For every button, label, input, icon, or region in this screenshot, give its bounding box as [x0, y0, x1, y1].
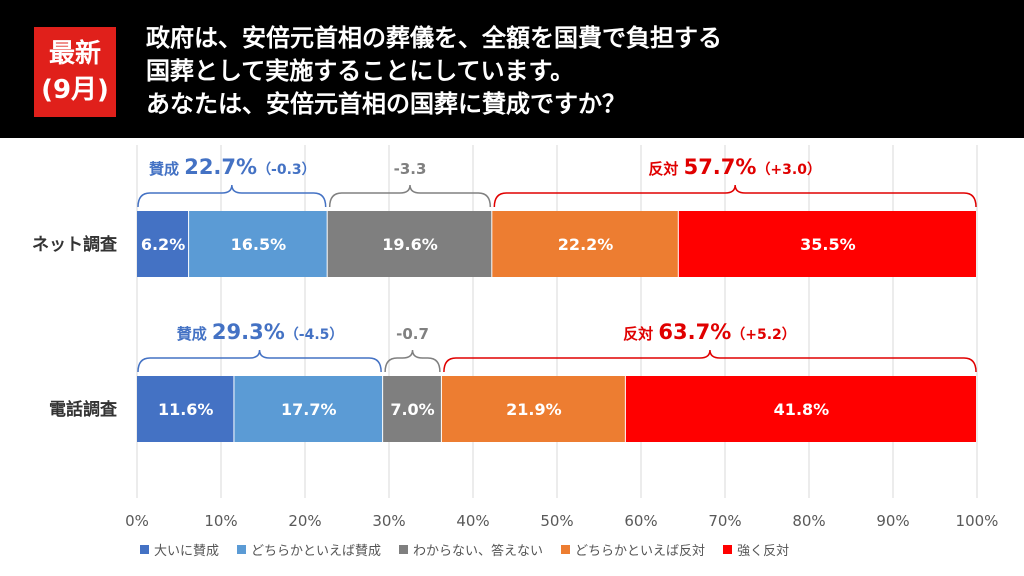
bar-segment — [327, 211, 492, 277]
data-label: 41.8% — [774, 400, 830, 419]
support-annotation-part: （-4.5） — [285, 327, 344, 343]
x-tick-label: 80% — [792, 512, 825, 530]
bar-segment — [189, 211, 327, 277]
oppose-annotation-part: （+5.2） — [731, 327, 796, 343]
oppose-annotation-part: （+3.0） — [756, 162, 821, 178]
data-label: 7.0% — [390, 400, 434, 419]
support-annotation-part: 賛成 — [149, 160, 184, 178]
data-label: 35.5% — [800, 235, 856, 254]
legend-label: どちらかといえば反対 — [575, 543, 706, 559]
support-brace — [137, 184, 327, 208]
neutral-brace — [384, 349, 441, 373]
oppose-annotation-part: 反対 — [623, 325, 658, 343]
category-label: ネット調査 — [32, 234, 118, 255]
support-annotation: 賛成 29.3%（-4.5） — [177, 320, 344, 344]
x-tick-label: 100% — [956, 512, 999, 530]
support-annotation-part: （-0.3） — [257, 162, 316, 178]
bar-segment — [137, 211, 189, 277]
question-line-2: 国葬として実施することにしています。 — [146, 57, 575, 85]
support-annotation-part: 22.7% — [184, 155, 257, 179]
data-label: 16.5% — [231, 235, 287, 254]
bar-segment — [625, 376, 976, 442]
category-label: 電話調査 — [49, 399, 118, 420]
oppose-annotation: 反対 63.7%（+5.2） — [623, 320, 796, 344]
neutral-brace — [328, 184, 492, 208]
oppose-annotation-part: 63.7% — [658, 320, 731, 344]
legend-label: 強く反対 — [737, 543, 790, 559]
x-tick-label: 70% — [708, 512, 741, 530]
bar-segment — [383, 376, 441, 442]
neutral-annotation-part: -3.3 — [394, 160, 427, 178]
bar-segment — [137, 376, 234, 442]
legend-item: 大いに賛成 — [140, 540, 219, 559]
legend-swatch — [237, 544, 247, 554]
x-tick-label: 0% — [125, 512, 149, 530]
legend-swatch — [723, 544, 733, 554]
legend-label: わからない、答えない — [413, 543, 544, 559]
oppose-brace — [493, 184, 977, 208]
data-label: 11.6% — [158, 400, 214, 419]
oppose-annotation: 反対 57.7%（+3.0） — [648, 155, 821, 179]
legend-item: どちらかといえば反対 — [561, 540, 705, 559]
stacked-bar-chart: 0% 10% 20% 30% 40% 50% 60% 70% 80% 90% 100% ネット調査 6.… — [32, 145, 999, 530]
oppose-annotation-part: 57.7% — [684, 155, 757, 179]
neutral-annotation-part: -0.7 — [396, 325, 429, 343]
data-label: 19.6% — [382, 235, 438, 254]
oppose-annotation-part: 反対 — [648, 160, 683, 178]
question-line-1: 政府は、安倍元首相の葬儀を、全額を国費で負担する — [146, 24, 722, 52]
legend-item: わからない、答えない — [399, 540, 543, 559]
data-label: 6.2% — [141, 235, 185, 254]
data-label: 17.7% — [281, 400, 337, 419]
support-annotation-part: 賛成 — [177, 325, 212, 343]
bar-segment — [441, 376, 625, 442]
support-brace — [137, 349, 382, 373]
bar-segment — [234, 376, 383, 442]
legend-item: 強く反対 — [723, 540, 789, 559]
legend-swatch — [561, 544, 571, 554]
oppose-brace — [443, 349, 977, 373]
x-tick-label: 60% — [624, 512, 657, 530]
header-bar: 最新 (9月) 政府は、安倍元首相の葬儀を、全額を国費で負担する 国葬として実施… — [0, 0, 1024, 138]
support-annotation-part: 29.3% — [212, 320, 285, 344]
legend-swatch — [399, 544, 409, 554]
data-label: 22.2% — [558, 235, 614, 254]
x-tick-label: 40% — [456, 512, 489, 530]
legend-label: どちらかといえば賛成 — [251, 543, 382, 559]
latest-badge: 最新 (9月) — [34, 27, 116, 117]
question-line-3: あなたは、安倍元首相の国葬に賛成ですか？ — [146, 90, 626, 118]
x-tick-label: 90% — [876, 512, 909, 530]
legend-swatch — [140, 544, 149, 554]
neutral-annotation: -3.3 — [394, 160, 427, 178]
badge-line-2: (9月) — [41, 75, 109, 105]
legend-item: どちらかといえば賛成 — [237, 540, 381, 559]
x-tick-label: 20% — [288, 512, 321, 530]
data-label: 21.9% — [506, 400, 562, 419]
x-tick-label: 50% — [540, 512, 573, 530]
legend-label: 大いに賛成 — [154, 543, 220, 559]
chart-legend: 大いに賛成 どちらかといえば賛成 わからない、答えない どちらかといえば反対 強く反対 — [140, 538, 789, 560]
x-tick-label: 30% — [372, 512, 405, 530]
neutral-annotation: -0.7 — [396, 325, 429, 343]
support-annotation: 賛成 22.7%（-0.3） — [149, 155, 316, 179]
bar-segment — [678, 211, 976, 277]
bar-segment — [492, 211, 678, 277]
x-tick-label: 10% — [204, 512, 237, 530]
survey-question: 政府は、安倍元首相の葬儀を、全額を国費で負担する 国葬として実施することにしてい… — [146, 22, 722, 121]
badge-line-1: 最新 — [48, 39, 101, 69]
